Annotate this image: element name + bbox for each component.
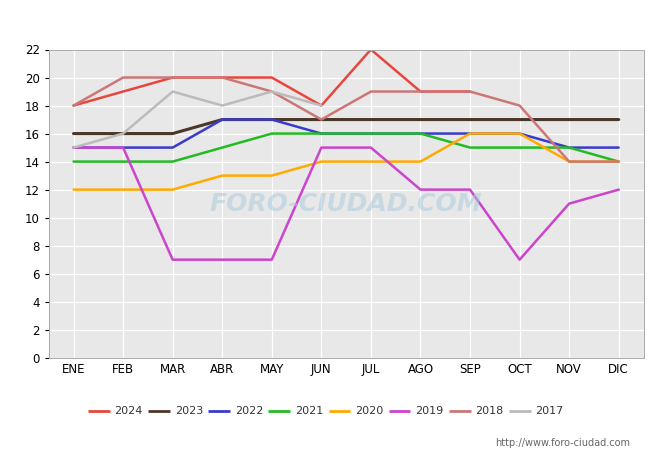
Text: http://www.foro-ciudad.com: http://www.foro-ciudad.com [495, 438, 630, 448]
Text: 2019: 2019 [415, 405, 443, 416]
Text: 2018: 2018 [475, 405, 504, 416]
Text: 2020: 2020 [355, 405, 384, 416]
Text: FORO-CIUDAD.COM: FORO-CIUDAD.COM [210, 192, 482, 216]
Text: 2017: 2017 [536, 405, 564, 416]
Text: 2021: 2021 [295, 405, 323, 416]
Text: 2023: 2023 [175, 405, 203, 416]
Text: 2022: 2022 [235, 405, 263, 416]
Text: 2024: 2024 [114, 405, 143, 416]
Text: Afiliados en Valdeprados a 30/9/2024: Afiliados en Valdeprados a 30/9/2024 [162, 16, 488, 34]
